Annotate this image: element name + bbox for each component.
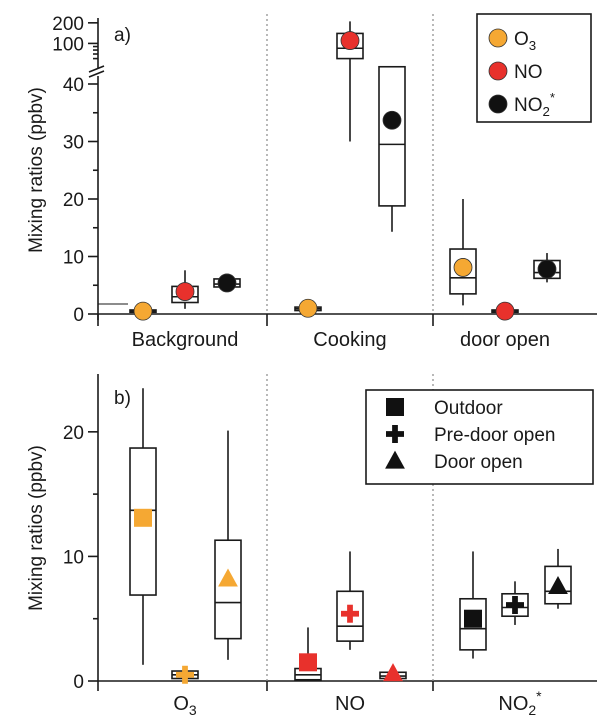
panel-b-mean-marker-Pre-door open-0-v bbox=[182, 665, 188, 684]
panel-a-mean-marker-NO2*-2 bbox=[537, 259, 557, 279]
panel-b-box-Outdoor-0-box bbox=[129, 447, 157, 596]
panel-b-mean-marker-Outdoor-2 bbox=[464, 609, 482, 628]
panel-a-mean-marker-NO-1 bbox=[340, 31, 360, 50]
panel-a-mean-marker-NO-0 bbox=[175, 282, 195, 301]
panel-b-box-Door open-2-box bbox=[544, 565, 572, 605]
panel-b-category-label-sup: * bbox=[536, 688, 542, 704]
panel-b-mean-marker-Door open-1 bbox=[383, 663, 403, 682]
panel-b-category-label-sub: 2 bbox=[528, 702, 536, 718]
panel-b-y-tick-label: 10 bbox=[63, 547, 84, 568]
panel-a-y-tick-label: 20 bbox=[63, 190, 84, 211]
panel-b-mean-marker-Door open-0 bbox=[218, 568, 238, 587]
panel-a-mean-marker-NO2*-1 bbox=[382, 110, 402, 130]
panel-a-mean-marker-O3-2 bbox=[453, 258, 473, 277]
panel-a-legend-label-sub: 3 bbox=[529, 38, 536, 53]
panel-a-box-NO2*-1-box bbox=[378, 65, 406, 207]
panel-a-y-tick-label: 10 bbox=[63, 248, 84, 269]
panel-a-axis-break-mark-2 bbox=[88, 70, 105, 78]
panel-a-legend-label-main: O bbox=[514, 29, 529, 50]
panel-a-category-label: Cooking bbox=[313, 329, 386, 351]
panel-a-legend-marker-0 bbox=[488, 28, 508, 48]
panel-a-y-upper-tick-label: 100 bbox=[52, 34, 84, 55]
panel-b-box-Door open-0-box bbox=[214, 539, 242, 640]
panel-b-legend-marker-plus-v bbox=[392, 425, 398, 443]
panel-a-legend-marker-1 bbox=[488, 61, 508, 81]
panel-b-mean-marker-Pre-door open-2 bbox=[506, 596, 524, 615]
panel-b-mean-marker-Pre-door open-1 bbox=[341, 604, 359, 623]
panel-a-legend-label-main: NO bbox=[514, 95, 543, 116]
panel-a-mean-marker-O3-1 bbox=[298, 298, 318, 318]
panel-b-category-label-main: NO bbox=[498, 693, 528, 715]
panel-a-mean-marker-O3-0 bbox=[133, 301, 153, 321]
panel-a-category-label: door open bbox=[460, 329, 550, 351]
panel-b-label: b) bbox=[114, 388, 131, 409]
panel-b-mean-marker-Outdoor-1 bbox=[299, 653, 317, 672]
panel-b-y-axis-label: Mixing ratios (ppbv) bbox=[26, 445, 47, 611]
panel-b-category-label-sub: 3 bbox=[189, 702, 197, 718]
panel-a-y-upper-tick-label: 200 bbox=[52, 14, 84, 35]
panel-b-y-tick-label: 0 bbox=[73, 672, 84, 693]
panel-b-legend-marker-plus bbox=[386, 425, 404, 443]
panel-b-legend-label: Pre-door open bbox=[434, 425, 555, 446]
panel-b-box-Outdoor-2-box bbox=[459, 597, 487, 651]
panel-b-legend-marker-square bbox=[386, 398, 404, 416]
panel-b-mean-marker-Pre-door open-1-v bbox=[347, 604, 353, 623]
panel-b-category-label: O3 bbox=[173, 693, 197, 718]
panel-a-legend-label-sup: * bbox=[550, 90, 555, 105]
panel-a-legend-label-main: NO bbox=[514, 62, 543, 83]
panel-b-mean-marker-Pre-door open-0 bbox=[176, 665, 194, 684]
panel-b-box-Pre-door open-2-box bbox=[501, 592, 529, 618]
panel-a-y-axis-label: Mixing ratios (ppbv) bbox=[26, 87, 47, 253]
panel-a-y-tick-label: 0 bbox=[73, 305, 84, 326]
panel-a-label: a) bbox=[114, 25, 131, 46]
panel-a-legend-label-sub: 2 bbox=[543, 104, 550, 119]
panel-b-category-label-main: NO bbox=[335, 693, 365, 715]
panel-b-category-label: NO bbox=[335, 693, 365, 715]
panel-a-legend-marker-2 bbox=[488, 94, 508, 114]
panel-b-category-label: NO2* bbox=[498, 688, 542, 718]
panel-a-axis-break-mark-1 bbox=[88, 65, 105, 73]
panel-b-mean-marker-Outdoor-0 bbox=[134, 508, 152, 527]
panel-b-box-Pre-door open-1-box bbox=[336, 590, 364, 642]
panel-b-mean-marker-Pre-door open-2-v bbox=[512, 596, 518, 615]
panel-a-legend-label: NO2* bbox=[514, 90, 555, 119]
panel-b-y-tick-label: 20 bbox=[63, 423, 84, 444]
panel-a-legend-label: O3 bbox=[514, 29, 536, 53]
panel-a-box-O3-2-box bbox=[449, 248, 477, 295]
panel-b-legend-label: Door open bbox=[434, 452, 523, 473]
panel-a-legend-label: NO bbox=[514, 62, 543, 83]
panel-a-y-tick-label: 30 bbox=[63, 133, 84, 154]
panel-a-mean-marker-NO2*-0 bbox=[217, 273, 237, 293]
panel-b-legend-marker-triangle bbox=[385, 450, 405, 469]
panel-b-legend-label: Outdoor bbox=[434, 398, 503, 419]
panel-b-mean-marker-Door open-2 bbox=[548, 575, 568, 594]
panel-b-category-label-main: O bbox=[173, 693, 189, 715]
panel-a-category-label: Background bbox=[132, 329, 239, 351]
panel-a-mean-marker-NO-2 bbox=[495, 301, 515, 321]
panel-a-y-tick-label: 40 bbox=[63, 75, 84, 96]
